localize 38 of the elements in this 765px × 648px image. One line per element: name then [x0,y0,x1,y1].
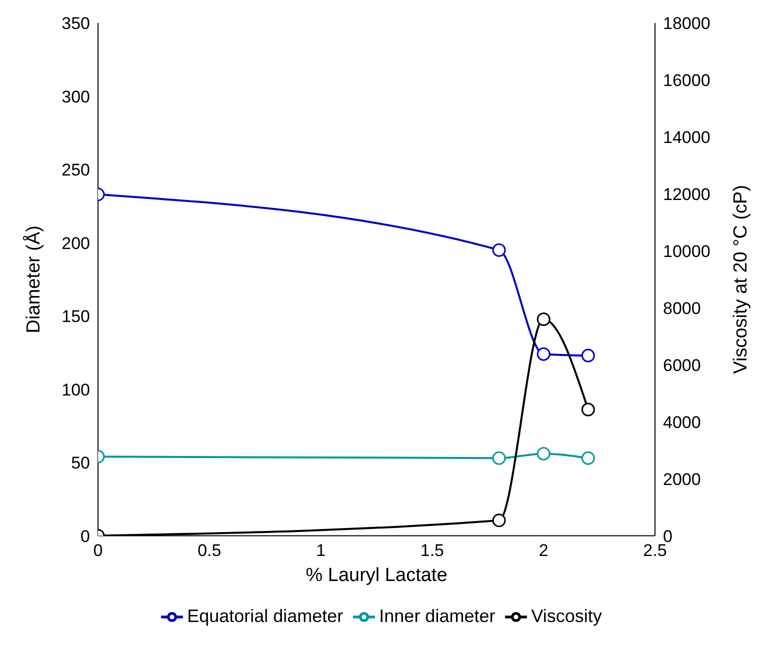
y-tick-label: 300 [62,87,90,106]
y-tick-label: 250 [62,160,90,180]
point [581,348,595,362]
point [492,243,506,257]
legend-label: Inner diameter [379,606,496,626]
x-tick-label: 0.5 [198,540,222,560]
point [581,402,595,416]
y2-axis-title: Viscosity at 20 °C (cP) [730,184,752,374]
x-axis-title: % Lauryl Lactate [306,564,448,586]
y2-tick-label: 10000 [663,242,710,261]
y-tick-label: 200 [62,234,90,253]
y-tick-label: 350 [62,14,90,34]
y-tick-label: 150 [62,307,90,326]
y2-tick-label: 6000 [663,356,701,375]
point [581,451,595,465]
legend-label: Equatorial diameter [187,606,344,626]
x-tick-label: 1 [316,540,326,560]
point [536,446,550,460]
x-tick-label: 2 [538,540,548,560]
point [492,451,506,465]
y2-tick-label: 8000 [663,298,701,318]
y2-tick-label: 4000 [663,412,701,432]
y-axis-title: Diameter (Å) [22,226,45,334]
x-tick-label: 2.5 [643,540,667,560]
y2-tick-label: 12000 [663,184,710,204]
x-tick-label: 0 [93,540,103,560]
y-tick-label: 0 [80,526,90,546]
y-tick-label: 50 [71,454,90,473]
legend-label: Viscosity [531,606,602,626]
y2-tick-label: 2000 [663,470,701,489]
y2-tick-label: 14000 [663,128,710,147]
y2-tick-label: 16000 [663,71,710,90]
point [536,312,550,326]
y-tick-label: 100 [62,380,90,400]
x-tick-label: 1.5 [420,540,444,560]
point [492,514,506,528]
point [536,347,550,361]
y2-tick-label: 18000 [663,14,710,34]
